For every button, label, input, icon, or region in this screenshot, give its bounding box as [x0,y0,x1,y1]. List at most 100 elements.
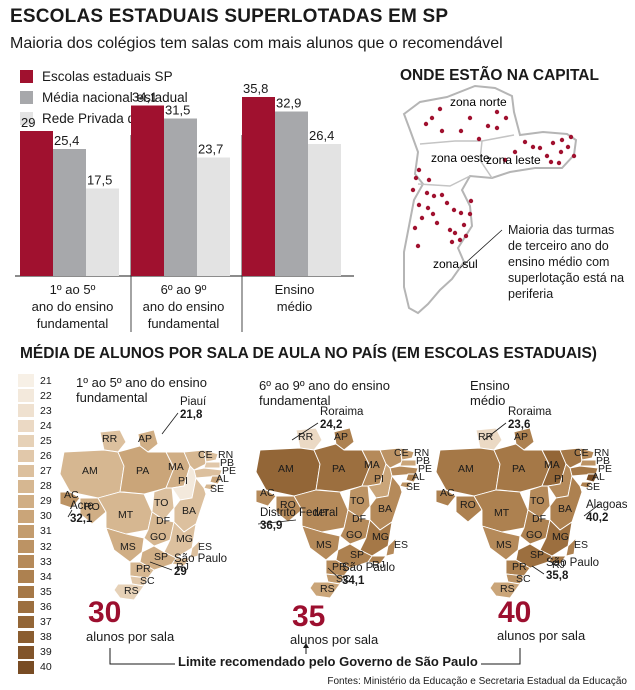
callout-state-name: São Paulo [546,557,599,569]
school-dot [412,225,418,231]
school-dot [502,157,508,163]
state-label: DF [156,515,170,527]
state-label: GO [526,529,542,541]
school-dot [571,153,577,159]
state-al [585,473,599,483]
callout-state-name: Acre [70,500,94,512]
state-label: GO [346,529,362,541]
bar-data-label: 26,4 [309,128,334,143]
bar-data-label: 25,4 [54,133,79,148]
school-dot [530,144,536,150]
state-label: SC [336,573,351,585]
state-label: CE [198,449,213,461]
chart-title: ESCOLAS ESTADUAIS SUPERLOTADAS EM SP [10,6,449,27]
callout-state-name: Roraima [508,406,552,418]
state-label: RR [478,431,494,443]
school-dot [559,137,565,143]
school-dot [416,202,422,208]
school-dot [444,200,450,206]
sao-paulo-capital-map: zona norte zona oeste zona leste zona su… [402,84,578,315]
state-label: BA [378,503,392,515]
state-label: MS [120,541,136,553]
state-label: SE [406,481,420,493]
bar [275,111,308,276]
state-label: AC [64,489,79,501]
scale-row: 35 [18,584,52,599]
state-label: GO [150,531,166,543]
state-label: PR [136,563,151,575]
recommended-unit-2: alunos por sala [290,632,379,647]
map-title-3-line-1: Ensino [470,378,510,393]
school-dot [512,149,518,155]
recommended-unit-3: alunos por sala [497,628,586,643]
chart-subtitle: Maioria dos colégios tem salas com mais … [10,35,503,52]
state-label: MS [496,539,512,551]
state-label: AM [458,463,474,475]
scale-label: 35 [40,585,52,598]
state-label: AL [412,471,425,483]
callout-line [149,561,173,571]
scale-row: 24 [18,418,52,433]
state-label: SP [154,551,168,563]
scale-label: 34 [40,570,52,583]
state-pr [129,561,155,579]
bar-data-label: 17,5 [87,173,112,188]
state-label: RS [500,583,515,595]
state-label: PE [418,463,432,475]
state-label: CE [574,447,589,459]
scale-row: 31 [18,524,52,539]
state-label: AP [138,433,152,445]
state-label: MS [316,539,332,551]
bar-data-label: 29 [21,115,35,130]
callout-state-name: São Paulo [342,562,395,574]
state-rn [399,447,415,461]
zone-label-west: zona oeste [431,151,490,165]
school-dot [503,115,509,121]
state-label: AL [592,471,605,483]
state-pb [399,459,417,467]
school-dot [439,128,445,134]
scale-label: 31 [40,525,52,538]
school-dot [430,211,436,217]
state-label: RJ [176,561,189,573]
category-label: médio [277,299,312,314]
state-se [579,481,593,489]
school-dot [548,159,554,165]
scale-swatch [18,434,34,448]
state-es [565,536,577,557]
state-ce [559,447,583,469]
legend-swatch-national [20,91,33,104]
state-ac [435,489,457,507]
state-label: TO [530,495,544,507]
state-rs [489,581,521,599]
state-label: PI [554,473,564,485]
source-note: Fontes: Ministério da Educação e Secreta… [327,676,627,687]
state-label: MA [364,459,380,471]
state-ro [455,495,483,523]
state-pr [505,559,531,577]
scale-row: 22 [18,388,52,403]
recommended-number-3: 40 [498,596,532,629]
legend-item-sp-state: Escolas estaduais SP [20,66,188,87]
scale-row: 25 [18,433,52,448]
scale-label: 26 [40,450,52,463]
scale-swatch [18,540,34,553]
recommended-unit-1: alunos por sala [86,629,175,644]
scale-swatch [18,449,34,463]
school-dot [544,153,550,159]
capital-map-title: ONDE ESTÃO NA CAPITAL [400,67,599,84]
scale-row: 29 [18,494,52,509]
scale-swatch [18,525,34,538]
school-dot [550,140,556,146]
scale-label: 21 [40,374,52,387]
scale-row: 23 [18,403,52,418]
state-label: RS [124,585,139,597]
callout-line [291,422,319,441]
state-label: RN [594,447,609,459]
school-dot [413,175,419,181]
scale-swatch [18,389,34,402]
state-label: PB [596,455,610,467]
bar-data-label: 31,5 [165,103,190,118]
school-dot [494,125,500,131]
